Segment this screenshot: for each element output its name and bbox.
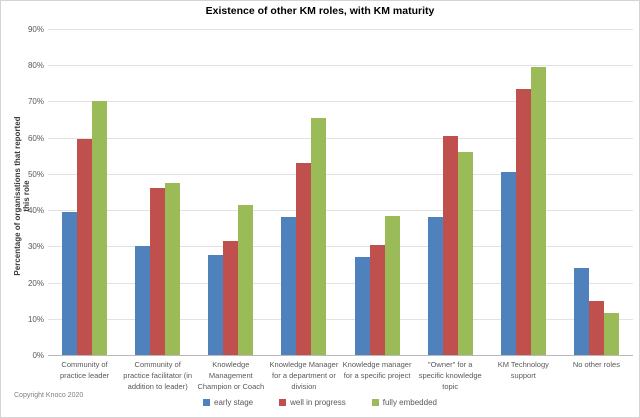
- gridline-10%: [48, 318, 633, 320]
- legend: early stage well in progress fully embedde…: [1, 398, 639, 407]
- bar-group: [48, 29, 121, 355]
- y-tick-label: 0%: [32, 351, 44, 360]
- gridline-20%: [48, 282, 633, 284]
- bar-well-in-progress: [77, 139, 93, 355]
- gridline-90%: [48, 29, 633, 30]
- legend-swatch-icon: [203, 399, 210, 406]
- bar-well-in-progress: [369, 244, 385, 355]
- bar-group: [121, 29, 194, 355]
- bar-fully-embedded: [384, 215, 400, 355]
- x-axis-label: KM Technology support: [497, 360, 549, 380]
- bar-well-in-progress: [442, 135, 458, 355]
- plot-area: [48, 29, 633, 356]
- bar-early-stage: [573, 268, 589, 355]
- bar-fully-embedded: [165, 182, 181, 355]
- gridline-60%: [48, 137, 633, 139]
- bar-fully-embedded: [311, 117, 327, 355]
- bar-fully-embedded: [530, 67, 546, 355]
- legend-label: well in progress: [290, 398, 346, 407]
- bar-well-in-progress: [515, 88, 531, 355]
- bars-row: [48, 29, 633, 355]
- legend-swatch-icon: [371, 399, 379, 406]
- bar-early-stage: [427, 217, 443, 355]
- y-tick-label: 90%: [27, 25, 44, 34]
- bar-group: [560, 29, 633, 355]
- bar-group: [194, 29, 267, 355]
- legend-item-fully-embedded: fully embedded: [371, 398, 437, 407]
- y-tick-label: 80%: [27, 61, 44, 71]
- bar-group: [267, 29, 340, 355]
- gridline-50%: [48, 173, 633, 175]
- bar-early-stage: [62, 211, 78, 355]
- y-tick-label: 50%: [27, 169, 44, 179]
- x-axis-label: "Owner" for a specific knowledge topic: [418, 360, 482, 391]
- bar-early-stage: [354, 257, 370, 355]
- bar-well-in-progress: [223, 240, 239, 355]
- legend-swatch-icon: [279, 399, 287, 406]
- bar-early-stage: [500, 172, 516, 355]
- bar-fully-embedded: [238, 204, 254, 355]
- gridline-40%: [48, 210, 633, 212]
- bar-well-in-progress: [150, 188, 166, 355]
- y-tick-label: 40%: [27, 206, 44, 216]
- x-axis-labels: Community of practice leader Community of…: [48, 360, 633, 393]
- legend-item-early-stage: early stage: [203, 398, 253, 407]
- x-axis-label: No other roles: [572, 360, 620, 369]
- gridline-80%: [48, 65, 633, 67]
- chart-title: Existence of other KM roles, with KM mat…: [205, 5, 435, 17]
- x-axis-label: Knowledge Manager for a department or di…: [269, 360, 339, 391]
- bar-well-in-progress: [588, 300, 604, 355]
- bar-well-in-progress: [296, 163, 312, 355]
- bar-group: [414, 29, 487, 355]
- x-axis-label: Community of practice facilitator (in ad…: [123, 360, 193, 391]
- y-tick-label: 10%: [27, 314, 44, 324]
- y-tick-label: 70%: [27, 97, 44, 107]
- legend-label: early stage: [214, 398, 254, 407]
- bar-fully-embedded: [603, 313, 619, 355]
- x-axis-label: Knowledge Management Champion or Coach: [197, 360, 265, 391]
- gridline-70%: [48, 101, 633, 103]
- bar-early-stage: [208, 255, 224, 355]
- bar-group: [487, 29, 560, 355]
- bar-early-stage: [135, 246, 151, 355]
- x-axis-label: Knowledge manager for a specific project: [342, 360, 412, 380]
- x-axis-label: Community of practice leader: [59, 360, 110, 380]
- bar-early-stage: [281, 217, 297, 355]
- gridline-30%: [48, 246, 633, 248]
- y-tick-label: 30%: [27, 242, 44, 252]
- gridline-0%: [48, 355, 633, 356]
- legend-item-well-in-progress: well in progress: [279, 398, 346, 407]
- copyright-text: Copyright Knoco 2020: [14, 392, 84, 399]
- bar-fully-embedded: [457, 152, 473, 355]
- bar-fully-embedded: [92, 101, 108, 355]
- bar-group: [341, 29, 414, 355]
- y-tick-label: 60%: [27, 133, 44, 143]
- legend-label: fully embedded: [382, 398, 437, 407]
- y-tick-label: 20%: [27, 278, 44, 288]
